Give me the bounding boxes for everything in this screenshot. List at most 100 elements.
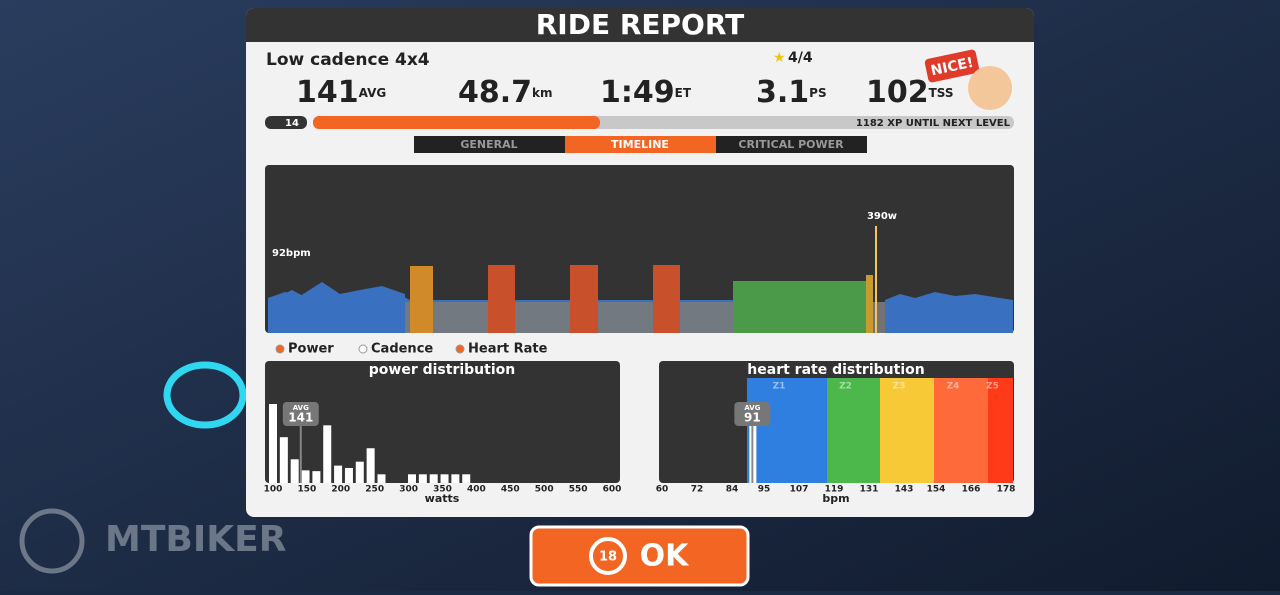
xp-text: 1182 XP UNTIL NEXT LEVEL xyxy=(856,118,1011,129)
legend-label[interactable]: Cadence xyxy=(371,342,433,357)
interval xyxy=(570,265,598,333)
stat-unit: ET xyxy=(675,86,692,100)
level-pill xyxy=(265,116,307,129)
bar xyxy=(462,474,471,483)
tab-label[interactable]: GENERAL xyxy=(460,138,517,151)
bar xyxy=(366,448,375,483)
countdown-ring xyxy=(589,537,627,575)
x-tick-label: 450 xyxy=(501,485,520,495)
tab[interactable] xyxy=(565,136,716,153)
tab-label[interactable]: TIMELINE xyxy=(611,138,669,151)
stat-value: 3.1 xyxy=(756,75,809,110)
stat: 3.1PS xyxy=(756,75,827,110)
x-tick-label: 143 xyxy=(895,485,914,495)
x-tick-label: 60 xyxy=(656,485,669,495)
legend-label[interactable]: Heart Rate xyxy=(468,342,548,357)
workout-name: Low cadence 4x4 xyxy=(266,50,430,70)
bar xyxy=(355,461,364,483)
interval xyxy=(410,266,433,333)
zone-label: Z1 xyxy=(773,382,786,392)
x-tick-label: 178 xyxy=(997,485,1016,495)
power-zone-1 xyxy=(885,292,1013,333)
avg-tag xyxy=(734,402,771,426)
stat: 102TSS xyxy=(866,75,954,110)
bar xyxy=(279,437,288,483)
avg-tag xyxy=(282,402,319,426)
tab[interactable] xyxy=(716,136,867,153)
x-tick-label: 350 xyxy=(433,485,452,495)
bar xyxy=(440,474,449,483)
x-tick-label: 200 xyxy=(331,485,350,495)
hr-zone xyxy=(934,378,988,483)
x-tick-label: 150 xyxy=(298,485,317,495)
ok-label[interactable]: OK xyxy=(640,539,691,574)
x-tick-label: 400 xyxy=(467,485,486,495)
x-tick-label: 154 xyxy=(927,485,946,495)
bar xyxy=(269,404,277,483)
stat-unit: AVG xyxy=(359,86,387,100)
zone-label: Z4 xyxy=(947,382,960,392)
power-distribution-chart xyxy=(265,361,620,483)
bar xyxy=(344,467,353,483)
title-bar xyxy=(246,8,1034,42)
x-tick-label: 84 xyxy=(726,485,739,495)
bar xyxy=(323,425,332,483)
watermark-logo xyxy=(19,508,85,574)
bar xyxy=(377,474,386,483)
ok-button[interactable] xyxy=(529,525,750,587)
watermark: MTBIKER xyxy=(105,519,286,560)
interval xyxy=(488,265,515,333)
peak-label: 390w xyxy=(867,211,897,222)
bar xyxy=(418,474,427,483)
hr-zone xyxy=(827,378,880,483)
stat: 141AVG xyxy=(296,75,386,110)
x-tick-label: 131 xyxy=(860,485,879,495)
title: RIDE REPORT xyxy=(536,8,745,41)
level: 14 xyxy=(285,118,299,129)
x-tick-label: 250 xyxy=(365,485,384,495)
legend-dot[interactable] xyxy=(455,344,465,354)
star-icon: ★ xyxy=(773,50,786,66)
legend-dot[interactable] xyxy=(275,344,285,354)
interval xyxy=(733,281,866,333)
x-tick-label: 72 xyxy=(691,485,704,495)
avatar xyxy=(968,66,1012,110)
interval xyxy=(866,275,873,333)
legend-label[interactable]: Power xyxy=(288,342,334,357)
hr-dist-title: heart rate distribution xyxy=(747,362,924,378)
stat-value: 48.7 xyxy=(458,75,532,110)
stat-unit: PS xyxy=(809,86,826,100)
tab-label[interactable]: CRITICAL POWER xyxy=(738,138,844,151)
zone-label: Z5 xyxy=(986,382,999,392)
stat-value: 1:49 xyxy=(600,75,675,110)
x-tick-label: 95 xyxy=(758,485,771,495)
avg-value: 141 xyxy=(288,411,313,425)
avg-label: AVG xyxy=(293,404,309,412)
stat-unit: km xyxy=(532,86,552,100)
bar xyxy=(334,465,343,483)
badge-bg xyxy=(924,49,980,83)
stat-unit: TSS xyxy=(929,86,954,100)
interval xyxy=(653,265,680,333)
legend-dot[interactable] xyxy=(358,344,368,354)
x-tick-label: 100 xyxy=(264,485,283,495)
wheel-glow xyxy=(163,361,247,429)
bar xyxy=(301,470,310,483)
stat-value: 102 xyxy=(866,75,929,110)
xp-fill xyxy=(313,116,600,129)
stat: 1:49ET xyxy=(600,75,692,110)
avg-label: AVG xyxy=(744,404,760,412)
tab[interactable] xyxy=(414,136,565,153)
stat-value: 141 xyxy=(296,75,359,110)
x-tick-label: 300 xyxy=(399,485,418,495)
hr-dist-xlabel: bpm xyxy=(822,492,849,505)
x-tick-label: 600 xyxy=(603,485,622,495)
power-zone-1 xyxy=(268,282,405,333)
x-tick-label: 550 xyxy=(569,485,588,495)
bar xyxy=(312,471,321,483)
countdown: 18 xyxy=(599,550,617,565)
avg-value: 91 xyxy=(744,411,761,425)
stat: 48.7km xyxy=(458,75,553,110)
zone-label: Z2 xyxy=(839,382,852,392)
